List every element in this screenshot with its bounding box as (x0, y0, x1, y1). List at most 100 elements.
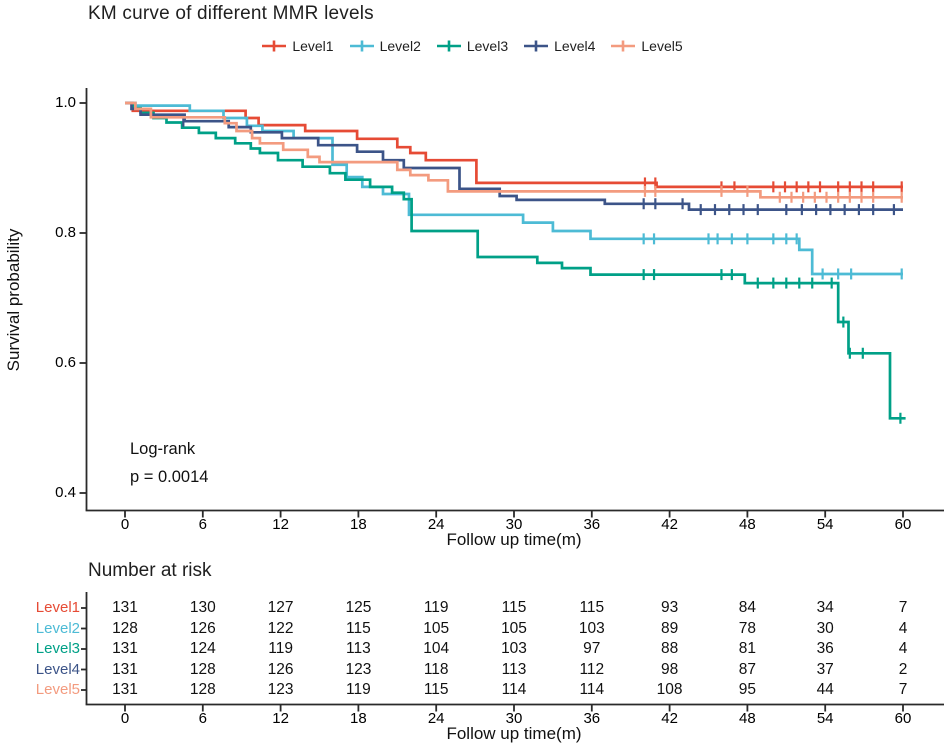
risk-count: 118 (423, 660, 449, 678)
x-tick-label: 12 (272, 516, 289, 533)
risk-count: 131 (112, 599, 138, 616)
km-curve-level5 (125, 101, 903, 199)
risk-count: 114 (501, 681, 527, 698)
risk-count: 108 (656, 681, 683, 698)
legend-item-level5: Level5 (610, 38, 683, 54)
legend-item-level1: Level1 (261, 38, 334, 54)
risk-count: 105 (423, 619, 450, 637)
risk-count: 123 (345, 660, 372, 678)
legend-item-label: Level5 (641, 38, 683, 54)
risk-count: 37 (816, 660, 834, 678)
risk-count: 81 (738, 640, 757, 657)
risk-count: 123 (267, 681, 294, 698)
risk-count: 126 (189, 619, 216, 637)
km-curves (125, 101, 906, 424)
level2-line-marker-icon (349, 40, 374, 52)
risk-x-tick-label: 42 (661, 710, 678, 727)
risk-count: 34 (816, 599, 834, 616)
risk-count: 105 (501, 619, 527, 637)
risk-count: 131 (112, 640, 138, 657)
risk-count: 114 (579, 681, 605, 698)
risk-count: 78 (738, 619, 757, 637)
x-tick-label: 48 (739, 516, 756, 533)
legend-item-level2: Level2 (349, 38, 421, 54)
risk-count: 103 (501, 640, 527, 657)
censor-ticks-level3 (642, 269, 902, 424)
risk-count: 131 (112, 681, 138, 698)
km-curve-level1 (125, 101, 903, 189)
risk-count: 95 (738, 681, 757, 698)
risk-row-label-level3: Level3 (35, 640, 80, 657)
level4-line-marker-icon (524, 40, 549, 52)
x-tick-label: 42 (661, 516, 678, 533)
logrank-pvalue: p = 0.0014 (130, 468, 209, 486)
risk-count: 127 (267, 599, 294, 616)
risk-x-tick-label: 24 (427, 710, 445, 727)
y-tick-label: 0.4 (55, 484, 76, 501)
risk-count: 119 (268, 640, 293, 657)
x-tick-label: 0 (120, 516, 130, 533)
level1-line-marker-icon (262, 40, 287, 52)
risk-count: 7 (898, 599, 908, 616)
risk-count: 2 (898, 660, 908, 678)
risk-count: 104 (423, 640, 450, 657)
level5-line-marker-icon (611, 40, 636, 52)
y-axis-label: Survival probability (4, 228, 23, 372)
risk-x-tick-label: 18 (350, 710, 367, 727)
risk-count: 93 (660, 599, 679, 616)
legend-item-label: Level1 (292, 38, 334, 54)
risk-count: 112 (579, 660, 605, 678)
risk-count: 88 (660, 640, 679, 657)
legend-item-label: Level3 (466, 38, 509, 54)
x-tick-label: 6 (198, 516, 207, 533)
km-curve-level3 (125, 101, 906, 420)
risk-count: 98 (660, 660, 679, 678)
risk-count: 115 (423, 681, 449, 698)
risk-count: 4 (898, 640, 908, 657)
x-tick-label: 36 (583, 516, 601, 533)
x-tick-label: 54 (816, 516, 834, 533)
level3-line-marker-icon (436, 40, 461, 52)
risk-count: 87 (738, 660, 757, 678)
censor-ticks-level2 (642, 233, 903, 280)
risk-count: 128 (189, 681, 216, 698)
risk-count: 131 (112, 660, 138, 678)
risk-row-label-level4: Level4 (35, 660, 80, 678)
x-axis-label: Follow up time(m) (446, 530, 582, 549)
page-title: KM curve of different MMR levels (88, 3, 374, 24)
risk-row-label-level1: Level1 (35, 599, 80, 616)
legend-item-level3: Level3 (436, 38, 508, 54)
risk-count: 115 (501, 599, 527, 616)
censor-ticks-level5 (643, 185, 903, 203)
risk-x-tick-label: 54 (816, 710, 834, 727)
risk-row-label-level2: Level2 (35, 619, 80, 637)
axis-ticks (79, 102, 904, 712)
risk-count: 119 (423, 599, 449, 616)
risk-count: 44 (816, 681, 834, 698)
logrank-label: Log-rank (130, 440, 196, 458)
risk-count: 115 (579, 599, 605, 616)
x-tick-label: 18 (350, 516, 367, 533)
legend-item-label: Level4 (554, 38, 596, 54)
risk-count: 130 (189, 599, 216, 616)
risk-x-tick-label: 6 (198, 710, 207, 727)
x-tick-label: 24 (427, 516, 445, 533)
risk-count: 4 (898, 619, 908, 637)
risk-count: 7 (898, 681, 908, 698)
legend-item-level4: Level4 (523, 38, 595, 54)
km-curve-level2 (125, 101, 903, 276)
risk-count: 36 (816, 640, 834, 657)
risk-x-tick-label: 30 (505, 710, 523, 727)
y-tick-label: 0.6 (55, 354, 76, 371)
risk-table-title: Number at risk (88, 560, 212, 581)
risk-count: 126 (267, 660, 294, 678)
x-tick-label: 30 (505, 516, 523, 533)
legend: Level1 Level2 Level3 Level4 Level5 (0, 38, 944, 54)
risk-count: 119 (346, 681, 371, 698)
risk-count: 103 (578, 619, 605, 637)
risk-count: 113 (501, 660, 527, 678)
km-curve-level4 (125, 101, 903, 211)
risk-x-tick-label: 60 (894, 710, 912, 727)
